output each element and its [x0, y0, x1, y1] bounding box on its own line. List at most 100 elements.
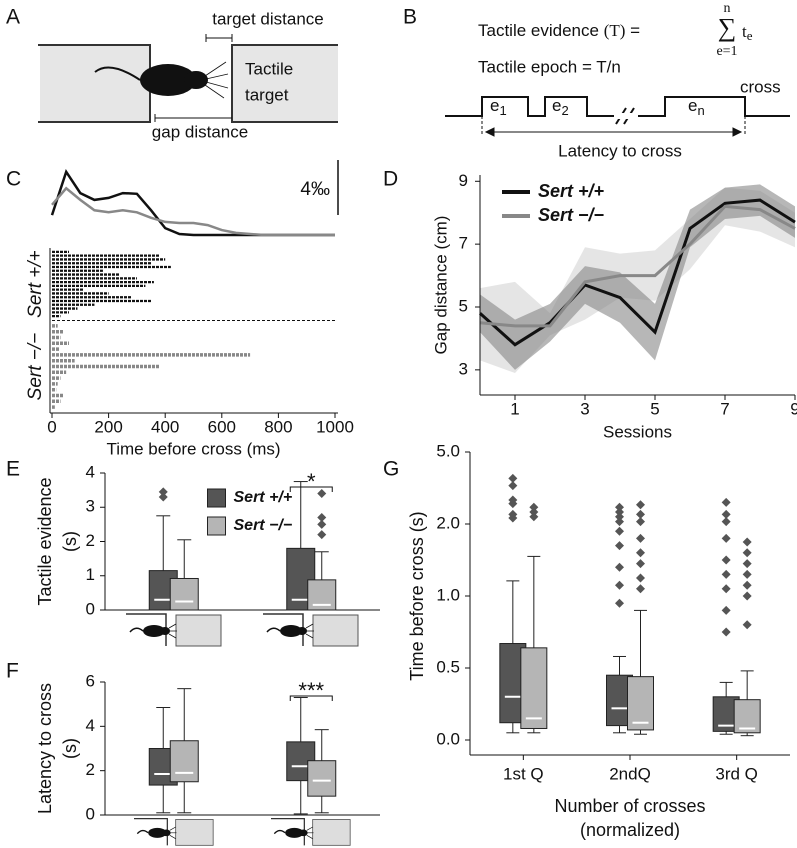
- x-tick-label: 600: [208, 417, 236, 436]
- outlier: [508, 473, 518, 483]
- x-tick-label: 7: [720, 399, 729, 418]
- whiskers: [204, 61, 229, 99]
- text: =: [630, 21, 640, 40]
- bracket: [154, 114, 232, 122]
- x-tick-label: 9: [790, 399, 797, 418]
- platform: [232, 46, 338, 122]
- legend-label: Sert −/−: [538, 205, 605, 225]
- mouse-tail: [94, 66, 141, 81]
- confidence-band: [480, 187, 795, 373]
- panel-label: F: [6, 660, 19, 683]
- outlier: [636, 573, 645, 583]
- x-tick-label: 1000: [316, 417, 354, 436]
- outlier: [317, 513, 327, 523]
- outlier: [529, 507, 539, 517]
- outlier: [615, 580, 624, 590]
- sum-upper: n: [724, 1, 731, 16]
- y-tick-label: 7: [459, 234, 468, 253]
- icon: [125, 613, 222, 647]
- box: [169, 740, 199, 783]
- outlier: [742, 569, 752, 579]
- mouse-head: [184, 71, 208, 89]
- outlier: [615, 517, 624, 527]
- outlier: [158, 492, 168, 502]
- text: n: [697, 103, 704, 118]
- significance-bracket: [289, 486, 333, 492]
- epoch-label: en: [688, 96, 705, 118]
- outlier: [317, 519, 327, 529]
- x-tick-label: 3: [580, 399, 589, 418]
- confidence-band: [480, 184, 795, 370]
- text: e: [490, 96, 499, 115]
- panel-label: C: [6, 168, 21, 191]
- x-tick-label: 2ndQ: [609, 764, 651, 783]
- y-tick-label: 3: [459, 359, 468, 378]
- y-tick-label: 6: [86, 671, 95, 690]
- outlier: [721, 584, 731, 594]
- outlier: [636, 509, 645, 519]
- y-tick-label: 2: [86, 531, 95, 550]
- outlier: [615, 512, 624, 522]
- scale-bar-label: 4‰: [300, 179, 330, 200]
- outlier: [508, 481, 518, 491]
- outlier: [508, 495, 518, 505]
- platform: [40, 46, 150, 122]
- epoch-label: e2: [552, 96, 569, 118]
- y-axis-label: Tactile evidence: [35, 477, 55, 605]
- y-tick-label: 0: [86, 804, 95, 823]
- arrow: [484, 127, 743, 137]
- outlier: [636, 533, 645, 543]
- outlier: [317, 530, 327, 540]
- density-line: [51, 186, 335, 237]
- label: target: [245, 85, 289, 104]
- outlier: [158, 487, 168, 497]
- panel-label: E: [6, 458, 20, 481]
- y-tick-label: 1.0: [436, 585, 460, 604]
- series-line: [478, 198, 796, 347]
- outlier: [615, 598, 624, 608]
- outlier: [742, 620, 752, 630]
- legend-swatch: [207, 516, 226, 536]
- text: e: [688, 96, 697, 115]
- box: [627, 676, 654, 731]
- significance: ***: [298, 678, 324, 703]
- x-tick-label: 800: [264, 417, 292, 436]
- text: e: [552, 96, 561, 115]
- outlier: [508, 509, 518, 519]
- box: [733, 699, 761, 734]
- y-tick-label: 5: [459, 296, 468, 315]
- icon: [262, 613, 359, 647]
- x-tick-label: 3rd Q: [715, 764, 758, 783]
- x-axis-label: Sessions: [603, 422, 672, 441]
- y-axis-label: Time before cross (s): [407, 511, 427, 680]
- y-axis-label: (s): [60, 531, 80, 552]
- legend-swatch: [207, 488, 226, 508]
- x-axis-label: Time before cross (ms): [106, 439, 280, 458]
- diagram-a: target distance Tactile target gap dista…: [38, 9, 338, 141]
- formula: Tactile epoch = T/n: [478, 57, 621, 76]
- bracket: [205, 34, 233, 42]
- label: target distance: [212, 9, 324, 28]
- epoch-label: e1: [490, 96, 507, 118]
- outlier: [721, 533, 731, 543]
- x-axis-label: (normalized): [580, 820, 680, 840]
- text: t: [742, 22, 747, 41]
- box: [169, 577, 199, 611]
- x-tick-label: 5: [650, 399, 659, 418]
- outlier: [636, 584, 645, 594]
- outlier: [721, 497, 731, 507]
- y-tick-label: 2: [86, 760, 95, 779]
- label: gap distance: [152, 122, 248, 141]
- y-axis-label: Gap distance (cm): [431, 216, 450, 355]
- label: Tactile: [245, 59, 293, 78]
- outlier: [636, 500, 645, 510]
- panel-label: D: [383, 168, 398, 191]
- x-axis-label: Number of crosses: [554, 796, 705, 816]
- outlier: [742, 591, 752, 601]
- outlier: [742, 548, 752, 558]
- x-tick-label: 400: [151, 417, 179, 436]
- timeline: [445, 96, 790, 117]
- outlier: [615, 507, 624, 517]
- x-tick-label: 0: [47, 417, 56, 436]
